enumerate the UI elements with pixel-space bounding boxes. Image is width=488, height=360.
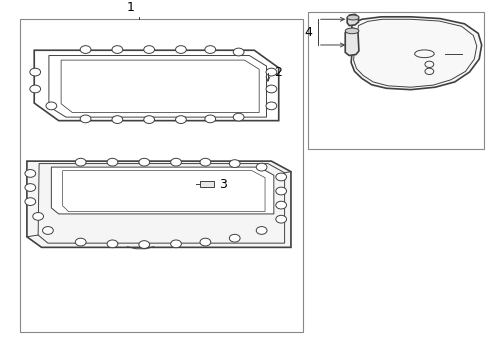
Circle shape bbox=[256, 226, 266, 234]
Polygon shape bbox=[34, 50, 278, 121]
Circle shape bbox=[112, 46, 122, 53]
Circle shape bbox=[229, 160, 240, 167]
Circle shape bbox=[265, 68, 276, 76]
Circle shape bbox=[175, 46, 186, 53]
Circle shape bbox=[75, 238, 86, 246]
Polygon shape bbox=[27, 161, 290, 247]
Bar bbox=[307, 12, 483, 149]
Circle shape bbox=[170, 240, 181, 248]
Circle shape bbox=[25, 184, 36, 192]
Circle shape bbox=[233, 48, 244, 56]
Bar bbox=[20, 19, 303, 332]
Circle shape bbox=[256, 163, 266, 171]
Circle shape bbox=[80, 115, 91, 123]
Circle shape bbox=[143, 46, 154, 53]
Circle shape bbox=[33, 212, 43, 220]
Ellipse shape bbox=[345, 28, 358, 34]
Circle shape bbox=[170, 158, 181, 166]
Circle shape bbox=[200, 158, 210, 166]
Circle shape bbox=[204, 115, 215, 123]
Polygon shape bbox=[350, 17, 481, 90]
Circle shape bbox=[275, 215, 286, 223]
Circle shape bbox=[25, 198, 36, 206]
Text: 1: 1 bbox=[127, 1, 135, 14]
Circle shape bbox=[107, 240, 118, 248]
Circle shape bbox=[275, 187, 286, 195]
Circle shape bbox=[46, 102, 57, 110]
Circle shape bbox=[139, 241, 149, 248]
Circle shape bbox=[265, 102, 276, 110]
Text: 3: 3 bbox=[219, 177, 226, 190]
Polygon shape bbox=[345, 28, 358, 55]
Polygon shape bbox=[346, 14, 358, 26]
Circle shape bbox=[30, 68, 41, 76]
Circle shape bbox=[107, 158, 118, 166]
Circle shape bbox=[233, 113, 244, 121]
Circle shape bbox=[139, 158, 149, 166]
Circle shape bbox=[204, 46, 215, 53]
Circle shape bbox=[275, 201, 286, 209]
Text: 4: 4 bbox=[304, 26, 311, 39]
Circle shape bbox=[143, 116, 154, 123]
Circle shape bbox=[200, 238, 210, 246]
Circle shape bbox=[175, 116, 186, 123]
Circle shape bbox=[42, 226, 53, 234]
Circle shape bbox=[265, 85, 276, 93]
Circle shape bbox=[275, 173, 286, 181]
Circle shape bbox=[80, 46, 91, 53]
Bar bbox=[199, 181, 214, 187]
Text: 2: 2 bbox=[273, 66, 281, 78]
Circle shape bbox=[229, 234, 240, 242]
Polygon shape bbox=[51, 167, 273, 214]
Ellipse shape bbox=[346, 15, 358, 20]
Circle shape bbox=[25, 170, 36, 177]
Circle shape bbox=[30, 85, 41, 93]
Circle shape bbox=[75, 158, 86, 166]
Circle shape bbox=[112, 116, 122, 123]
